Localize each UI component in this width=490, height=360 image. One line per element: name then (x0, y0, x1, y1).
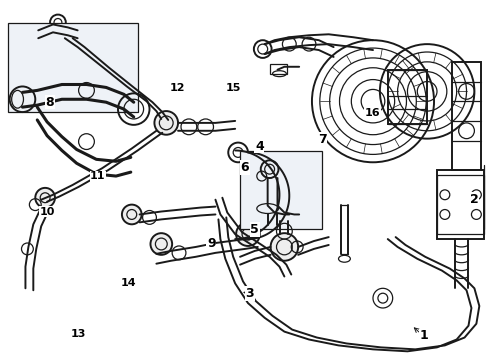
Text: 14: 14 (121, 278, 136, 288)
Text: 2: 2 (470, 193, 479, 206)
Text: 15: 15 (225, 83, 241, 93)
Circle shape (236, 222, 260, 246)
Text: 16: 16 (365, 108, 381, 118)
Circle shape (270, 233, 298, 261)
Bar (8, 23, 138, 112)
Text: 5: 5 (250, 223, 259, 236)
Circle shape (154, 111, 178, 135)
Bar (270, 64, 287, 74)
Text: 12: 12 (170, 83, 185, 93)
Text: 1: 1 (419, 329, 428, 342)
Text: 10: 10 (40, 207, 55, 217)
Text: 9: 9 (207, 237, 216, 250)
Text: 11: 11 (90, 171, 106, 181)
Text: 3: 3 (245, 287, 254, 300)
Text: 7: 7 (318, 133, 326, 146)
Circle shape (35, 188, 55, 208)
Bar (240, 152, 322, 229)
Bar (388, 70, 427, 124)
Bar (452, 62, 481, 170)
Text: 8: 8 (45, 95, 54, 108)
Bar (437, 175, 484, 234)
Text: 6: 6 (241, 161, 249, 174)
Circle shape (122, 204, 142, 224)
Bar (437, 170, 484, 239)
Circle shape (150, 233, 172, 255)
Text: 13: 13 (71, 329, 86, 339)
Text: 4: 4 (255, 140, 264, 153)
